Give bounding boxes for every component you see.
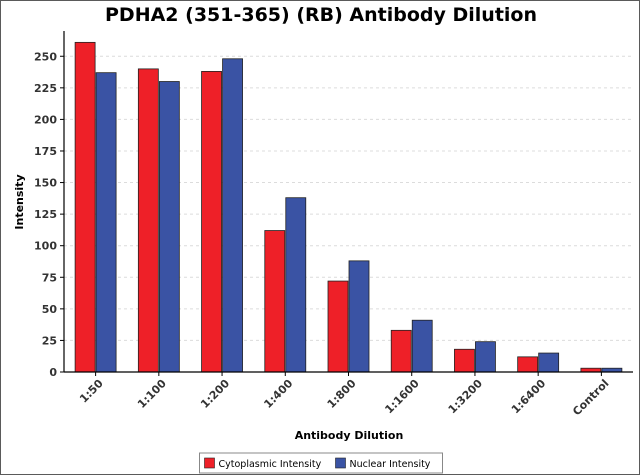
y-tick-label: 250 <box>34 50 57 63</box>
bar-cytoplasmic-intensity <box>74 41 96 373</box>
x-axis-title: Antibody Dilution <box>295 429 404 442</box>
y-tick-label: 100 <box>34 240 57 253</box>
x-tick-label: 1:100 <box>135 377 169 411</box>
y-tick-label: 25 <box>42 334 57 347</box>
bar-nuclear-intensity <box>222 58 243 373</box>
x-tick-label: 1:800 <box>325 377 359 411</box>
x-tick-label: 1:6400 <box>509 377 549 417</box>
y-tick-label: 200 <box>34 113 57 126</box>
y-tick-label: 50 <box>42 303 58 316</box>
legend-swatch <box>335 457 346 469</box>
legend: Cytoplasmic Intensity Nuclear Intensity <box>199 452 443 474</box>
bar-cytoplasmic-intensity <box>137 68 159 373</box>
bar-cytoplasmic-intensity <box>327 280 349 373</box>
bar-cytoplasmic-intensity <box>454 348 475 373</box>
bar-nuclear-intensity <box>348 260 370 373</box>
gridlines <box>64 55 633 341</box>
x-axis-ticks: 1:50 1:100 1:200 1:400 1:800 1:1600 1:3200 1:64… <box>77 372 612 418</box>
y-axis-ticks: 0 25 50 75 100 125 150 175 200 225 250 <box>34 50 64 379</box>
legend-swatch <box>204 457 215 469</box>
x-tick-label: 1:400 <box>261 377 295 411</box>
bar-nuclear-intensity <box>95 72 117 373</box>
y-tick-label: 175 <box>34 145 57 158</box>
legend-box <box>199 452 443 474</box>
bar-nuclear-intensity <box>285 197 307 373</box>
bars-group <box>74 41 623 373</box>
y-tick-label: 75 <box>42 271 57 284</box>
y-axis-title: Intensity <box>13 174 26 229</box>
bar-cytoplasmic-intensity <box>517 356 539 373</box>
bar-nuclear-intensity <box>538 352 560 373</box>
y-tick-label: 225 <box>34 82 57 95</box>
x-tick-label: 1:1600 <box>382 377 422 417</box>
x-tick-label: 1:3200 <box>446 377 486 417</box>
bar-cytoplasmic-intensity <box>264 230 286 373</box>
y-tick-label: 0 <box>49 366 57 379</box>
x-tick-label: 1:50 <box>77 377 106 406</box>
y-tick-label: 150 <box>34 177 57 190</box>
bar-nuclear-intensity <box>158 81 180 373</box>
legend-label: Cytoplasmic Intensity <box>219 459 322 470</box>
bar-nuclear-intensity <box>411 319 433 373</box>
bar-nuclear-intensity <box>475 341 496 373</box>
chart-title: PDHA2 (351-365) (RB) Antibody Dilution <box>105 4 537 26</box>
x-tick-label: Control <box>570 377 611 418</box>
x-tick-label: 1:200 <box>198 377 232 411</box>
bar-cytoplasmic-intensity <box>201 71 222 373</box>
legend-label: Nuclear Intensity <box>350 459 431 470</box>
bar-cytoplasmic-intensity <box>390 329 412 373</box>
y-tick-label: 125 <box>34 208 57 221</box>
